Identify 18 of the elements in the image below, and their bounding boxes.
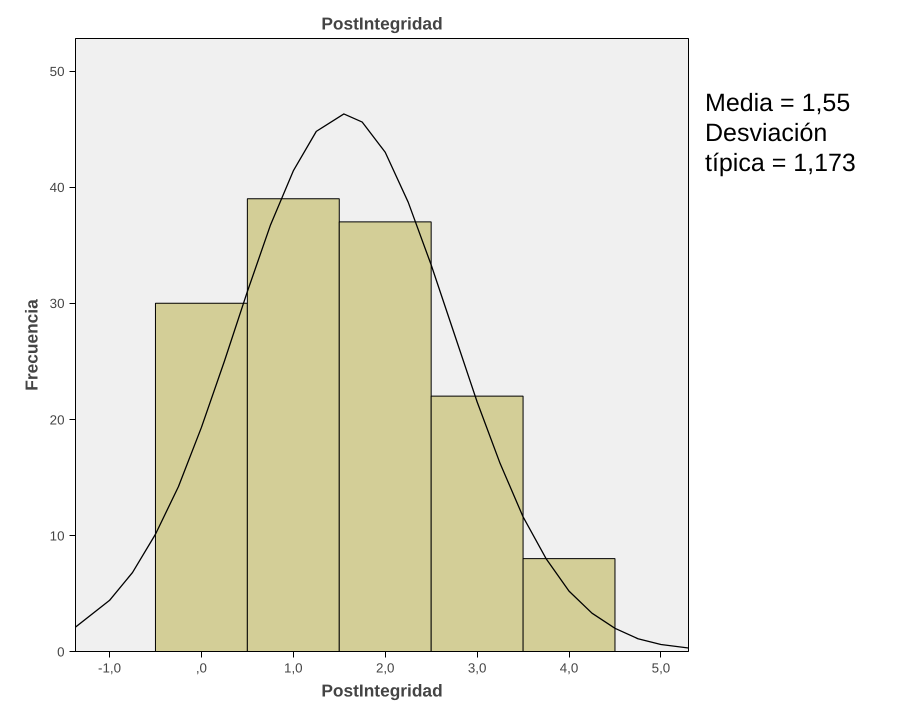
y-tick-label: 0 bbox=[57, 644, 65, 660]
x-tick-label: 4,0 bbox=[560, 660, 578, 676]
x-tick-label: 2,0 bbox=[376, 660, 394, 676]
y-tick-label: 50 bbox=[50, 64, 65, 80]
x-tick-label: ,0 bbox=[196, 660, 207, 676]
text: Desviación típica = 1,173 bbox=[705, 119, 856, 177]
x-tick-label: 1,0 bbox=[284, 660, 303, 676]
chart-title: PostIntegridad bbox=[321, 14, 443, 34]
text: Media = 1,55 bbox=[705, 89, 850, 117]
y-tick-label: 40 bbox=[50, 180, 65, 196]
y-tick-label: 10 bbox=[50, 528, 65, 544]
x-tick-label: 3,0 bbox=[468, 660, 486, 676]
x-axis-title: PostIntegridad bbox=[321, 680, 443, 700]
y-axis-title: Frecuencia bbox=[22, 298, 42, 391]
y-tick-label: 20 bbox=[50, 412, 65, 428]
x-tick-label: 5,0 bbox=[652, 660, 670, 676]
y-tick-label: 30 bbox=[50, 296, 65, 312]
x-tick-label: -1,0 bbox=[98, 660, 121, 676]
